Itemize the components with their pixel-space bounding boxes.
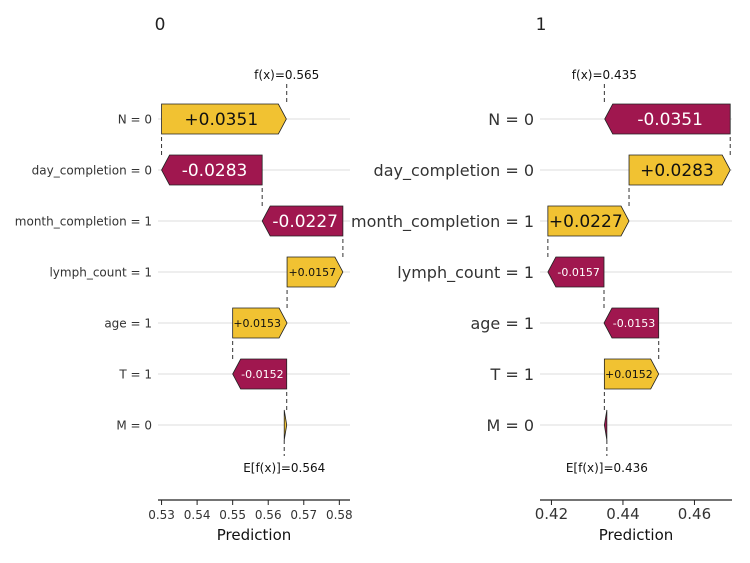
feature-label: day_completion = 0 <box>32 163 152 177</box>
fx-label: f(x)=0.565 <box>254 68 319 82</box>
waterfall-panel-0: 0 f(x)=0.565 E[f(x)]=0.564 N = 0 +0.0351 day_… <box>15 15 353 544</box>
shap-value-label: +0.0152 <box>605 368 653 381</box>
waterfall-panel-1: 1 f(x)=0.435 E[f(x)]=0.436 N = 0 -0.0351 day_… <box>351 15 732 544</box>
shap-bar <box>628 154 731 186</box>
feature-label: T = 1 <box>118 367 152 381</box>
shap-value-label: -0.0227 <box>272 212 338 232</box>
feature-label: lymph_count = 1 <box>397 263 534 283</box>
feature-label: age = 1 <box>104 316 152 330</box>
shap-bar <box>603 307 660 339</box>
feature-label: M = 0 <box>486 416 534 435</box>
shap-value-label: +0.0227 <box>549 212 623 232</box>
feature-label: N = 0 <box>488 110 534 129</box>
efx-label: E[f(x)]=0.564 <box>243 461 325 475</box>
x-tick-label: 0.56 <box>255 508 282 522</box>
x-axis-title: Prediction <box>217 526 292 544</box>
shap-bar <box>604 103 731 135</box>
x-tick-label: 0.55 <box>219 508 246 522</box>
shap-value-label: -0.0283 <box>182 161 248 181</box>
feature-label: lymph_count = 1 <box>49 265 152 279</box>
chart-title: 1 <box>536 15 547 35</box>
shap-bar <box>161 103 287 135</box>
chart-title: 0 <box>155 15 166 35</box>
feature-label: month_completion = 1 <box>351 212 534 232</box>
shap-value-label: +0.0283 <box>640 161 714 181</box>
x-tick-label: 0.46 <box>678 505 711 523</box>
x-tick-label: 0.53 <box>148 508 175 522</box>
shap-bar <box>603 409 608 441</box>
shap-bar <box>547 205 630 237</box>
feature-label: T = 1 <box>489 365 534 384</box>
efx-label: E[f(x)]=0.436 <box>566 461 648 475</box>
shap-value-label: +0.0153 <box>233 317 281 330</box>
shap-value-label: -0.0153 <box>613 317 655 330</box>
feature-label: month_completion = 1 <box>15 214 152 228</box>
shap-bar <box>603 358 660 390</box>
shap-bar <box>547 256 605 288</box>
feature-label: M = 0 <box>116 418 152 432</box>
shap-bar <box>232 307 288 339</box>
x-tick-label: 0.42 <box>535 505 568 523</box>
x-tick-label: 0.44 <box>606 505 639 523</box>
shap-bar <box>283 409 288 441</box>
shap-bar <box>261 205 344 237</box>
shap-bar <box>161 154 263 186</box>
x-tick-label: 0.58 <box>326 508 353 522</box>
shap-value-label: +0.0157 <box>288 266 336 279</box>
shap-value-label: +0.0351 <box>184 110 258 130</box>
feature-label: age = 1 <box>470 314 534 333</box>
shap-bar <box>286 256 344 288</box>
feature-label: N = 0 <box>118 112 152 126</box>
shap-value-label: -0.0351 <box>637 110 703 130</box>
shap-value-label: -0.0152 <box>241 368 283 381</box>
shap-value-label: -0.0157 <box>557 266 599 279</box>
feature-label: day_completion = 0 <box>374 161 534 181</box>
fx-label: f(x)=0.435 <box>572 68 637 82</box>
x-axis-title: Prediction <box>599 526 674 544</box>
x-tick-label: 0.57 <box>290 508 317 522</box>
shap-bar <box>232 358 288 390</box>
x-tick-label: 0.54 <box>184 508 211 522</box>
